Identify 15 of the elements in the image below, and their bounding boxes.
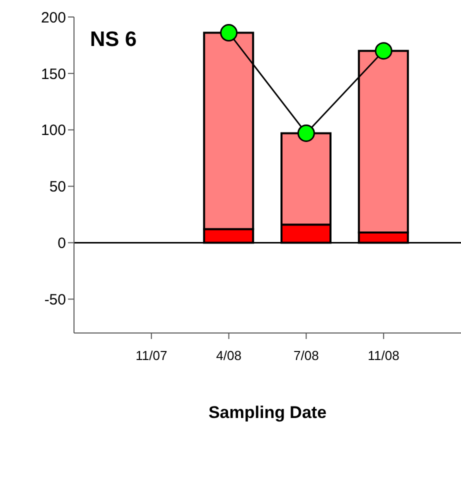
x-tick-label: 11/07: [136, 348, 168, 364]
y-tick-label: 100: [40, 122, 66, 140]
y-tick-label: 50: [49, 178, 66, 196]
x-tick-label: 11/08: [368, 348, 400, 364]
y-tick-label: 0: [58, 235, 66, 252]
x-tick-label: 4/08: [216, 348, 242, 364]
point: [297, 124, 315, 142]
y-tick-label: -50: [44, 291, 66, 308]
point: [374, 42, 392, 60]
y-tick-label: 150: [40, 66, 66, 83]
x-tick-label: 7/08: [294, 348, 319, 364]
text: NS 6: [90, 28, 137, 52]
y-tick-label: 200: [40, 9, 66, 26]
x-axis-title: Sampling Date: [208, 403, 327, 422]
point: [220, 24, 238, 42]
